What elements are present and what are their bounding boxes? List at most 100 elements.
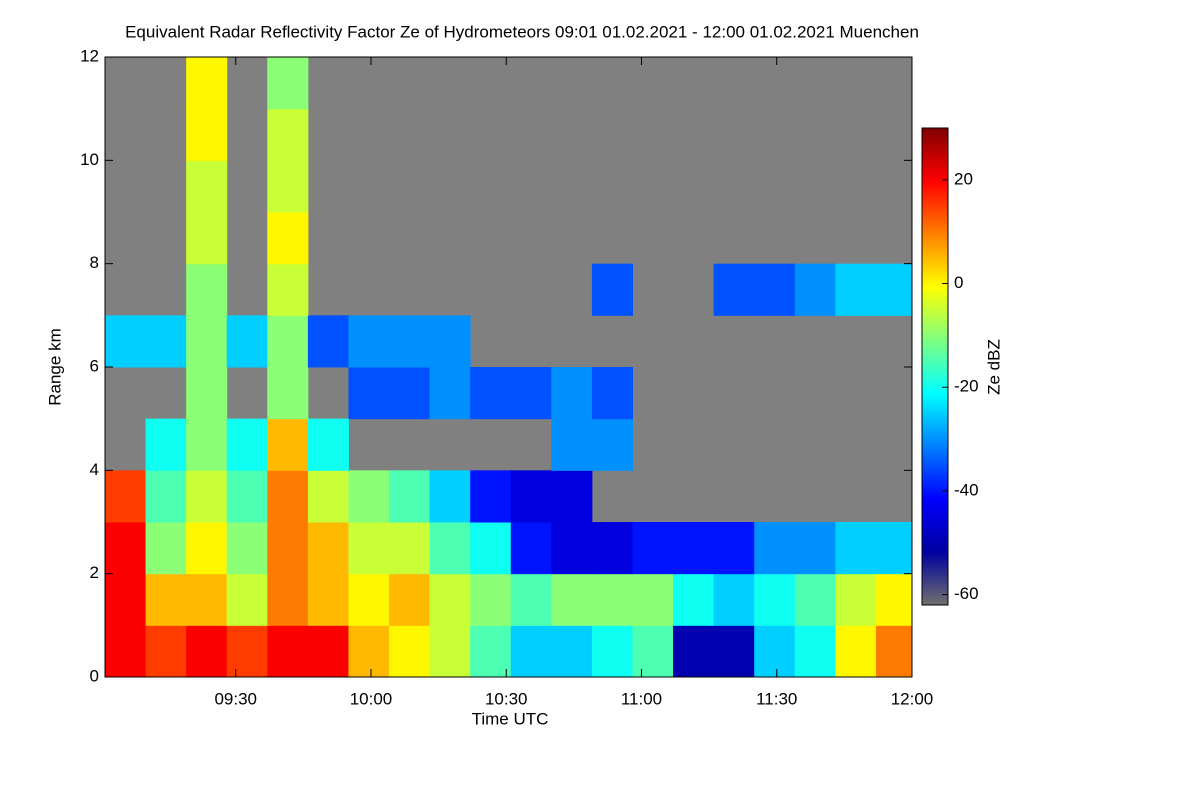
heatmap-cell <box>875 573 912 626</box>
heatmap-cell <box>307 625 349 677</box>
heatmap-cell <box>551 573 593 626</box>
heatmap-cell <box>794 522 836 575</box>
heatmap-cell <box>348 625 390 677</box>
heatmap-cell <box>551 470 593 523</box>
heatmap-cell <box>875 625 912 677</box>
heatmap-cell <box>429 573 471 626</box>
heatmap-cell <box>105 625 147 677</box>
heatmap-cell <box>429 367 471 420</box>
heatmap-cell <box>267 625 309 677</box>
heatmap-cell <box>145 522 187 575</box>
heatmap-cell <box>186 522 228 575</box>
chart-title: Equivalent Radar Reflectivity Factor Ze … <box>125 22 919 41</box>
heatmap-cell <box>348 315 390 368</box>
heatmap-cell <box>226 315 268 368</box>
heatmap-cell <box>470 522 512 575</box>
heatmap-cell <box>145 470 187 523</box>
x-tick-label: 09:30 <box>214 689 257 708</box>
heatmap-cell <box>186 470 228 523</box>
heatmap-cell <box>145 625 187 677</box>
heatmap-cell <box>875 522 912 575</box>
heatmap-cell <box>470 573 512 626</box>
heatmap-cell <box>226 625 268 677</box>
heatmap-cell <box>510 573 552 626</box>
heatmap-cells <box>105 57 912 677</box>
heatmap-cell <box>348 367 390 420</box>
heatmap-cell <box>267 367 309 420</box>
heatmap-cell <box>267 108 309 161</box>
heatmap-cell <box>267 470 309 523</box>
heatmap-cell <box>389 522 431 575</box>
heatmap-cell <box>267 263 309 316</box>
heatmap-cell <box>226 470 268 523</box>
heatmap-cell <box>267 573 309 626</box>
heatmap-cell <box>348 470 390 523</box>
heatmap-cell <box>754 573 796 626</box>
y-tick-label: 2 <box>90 563 99 582</box>
heatmap-cell <box>348 522 390 575</box>
heatmap-cell <box>105 522 147 575</box>
heatmap-cell <box>105 315 147 368</box>
heatmap-cell <box>510 625 552 677</box>
heatmap-cell <box>267 160 309 213</box>
heatmap-cell <box>591 625 633 677</box>
heatmap-cell <box>794 263 836 316</box>
heatmap-cell <box>186 573 228 626</box>
heatmap-cell <box>470 367 512 420</box>
heatmap-cell <box>429 625 471 677</box>
y-tick-label: 6 <box>90 356 99 375</box>
heatmap-cell <box>510 367 552 420</box>
heatmap-cell <box>389 367 431 420</box>
heatmap-cell <box>673 573 715 626</box>
heatmap-cell <box>389 625 431 677</box>
x-tick-label: 10:30 <box>485 689 528 708</box>
heatmap-cell <box>105 573 147 626</box>
heatmap-cell <box>307 522 349 575</box>
heatmap-cell <box>551 418 593 471</box>
heatmap-cell <box>673 522 715 575</box>
heatmap-cell <box>267 212 309 265</box>
heatmap-cell <box>632 573 674 626</box>
heatmap-cell <box>389 470 431 523</box>
heatmap-cell <box>591 573 633 626</box>
heatmap-cell <box>875 263 912 316</box>
heatmap-cell <box>754 263 796 316</box>
colorbar <box>921 127 949 606</box>
heatmap-cell <box>713 522 755 575</box>
heatmap-cell <box>267 315 309 368</box>
heatmap-cell <box>713 573 755 626</box>
heatmap-cell <box>551 522 593 575</box>
heatmap-cell <box>510 470 552 523</box>
heatmap-cell <box>835 625 877 677</box>
x-tick-label: 12:00 <box>891 689 934 708</box>
heatmap-cell <box>591 263 633 316</box>
colorbar-tick-label: -20 <box>954 377 979 396</box>
heatmap-cell <box>186 57 228 110</box>
colorbar-tick-label: -60 <box>954 584 979 603</box>
heatmap-cell <box>105 470 147 523</box>
y-tick-label: 4 <box>90 460 99 479</box>
heatmap-cell <box>835 263 877 316</box>
heatmap-cell <box>429 315 471 368</box>
heatmap-cell <box>307 470 349 523</box>
heatmap-cell <box>186 625 228 677</box>
heatmap-cell <box>551 367 593 420</box>
heatmap-cell <box>835 522 877 575</box>
heatmap-cell <box>794 573 836 626</box>
colorbar-tick-label: -40 <box>954 480 979 499</box>
colorbar-label: Ze dBZ <box>984 339 1003 395</box>
heatmap-cell <box>429 470 471 523</box>
heatmap-cell <box>186 418 228 471</box>
x-axis-label: Time UTC <box>472 709 549 728</box>
y-axis-label: Range km <box>45 328 64 405</box>
heatmap-cell <box>186 212 228 265</box>
heatmap-cell <box>632 625 674 677</box>
x-tick-label: 10:00 <box>350 689 393 708</box>
heatmap-cell <box>267 57 309 110</box>
heatmap-cell <box>794 625 836 677</box>
y-tick-label: 0 <box>90 666 99 685</box>
heatmap-cell <box>754 522 796 575</box>
y-tick-label: 10 <box>80 150 99 169</box>
heatmap-cell <box>551 625 593 677</box>
